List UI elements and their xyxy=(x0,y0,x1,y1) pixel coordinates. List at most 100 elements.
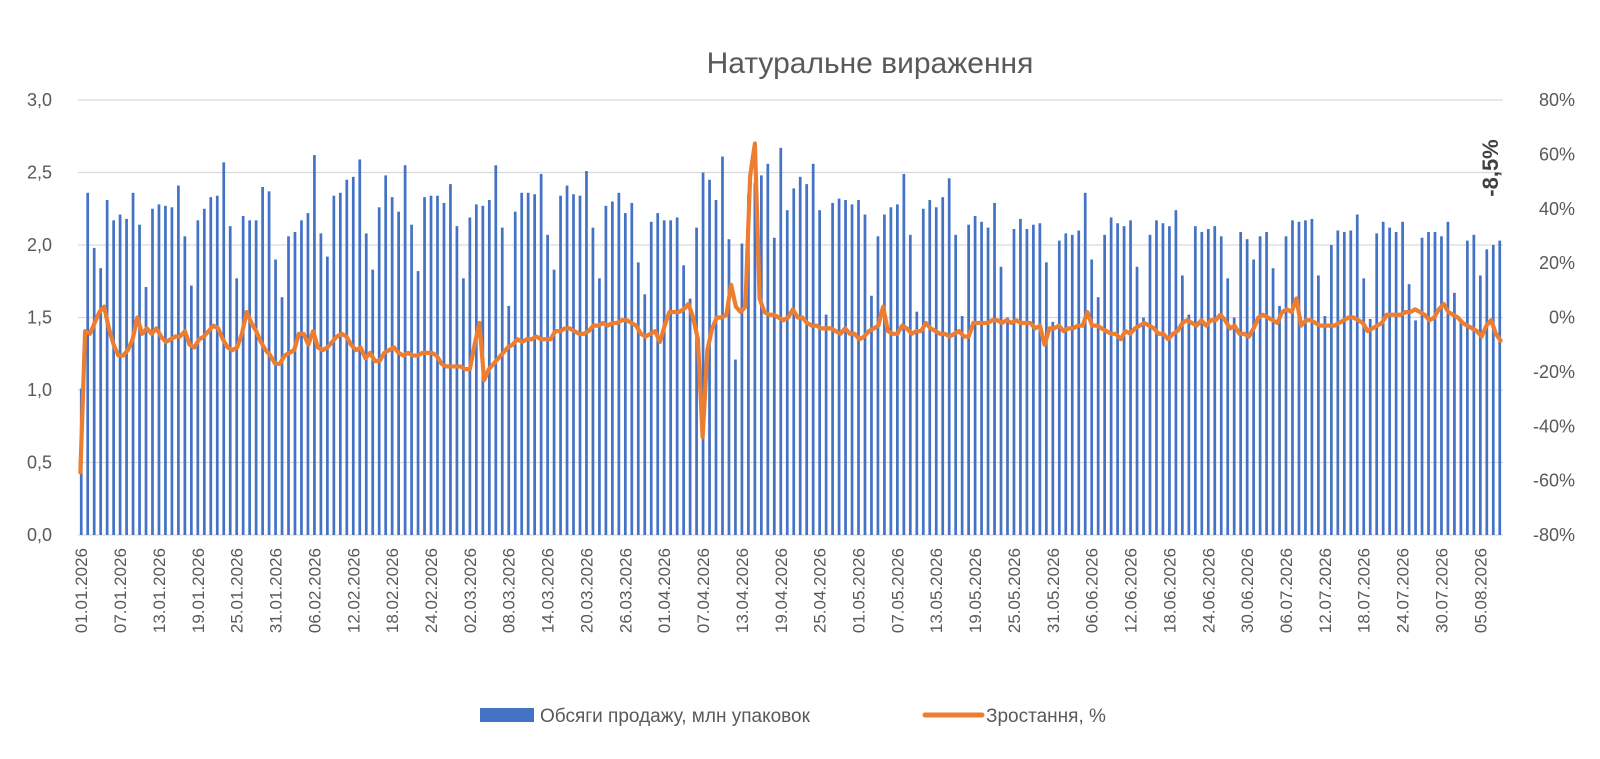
x-tick-label: 24.06.2026 xyxy=(1199,548,1218,633)
x-tick-label: 31.05.2026 xyxy=(1044,548,1063,633)
bar xyxy=(319,233,323,535)
x-tick-label: 26.03.2026 xyxy=(616,548,635,633)
x-tick-label: 08.03.2026 xyxy=(500,548,519,633)
bar xyxy=(1401,221,1404,536)
bar xyxy=(1019,218,1022,535)
x-tick-label: 30.07.2026 xyxy=(1432,548,1451,633)
y-right-tick-label: -60% xyxy=(1533,471,1575,491)
bar xyxy=(896,204,899,535)
bar xyxy=(1044,262,1048,535)
bar xyxy=(636,262,640,535)
bar xyxy=(1032,224,1035,535)
bar xyxy=(364,233,368,535)
bar xyxy=(105,200,109,536)
bar xyxy=(714,200,718,536)
y-left-tick-label: 2,0 xyxy=(27,235,52,255)
bar xyxy=(313,155,316,535)
x-tick-label: 20.03.2026 xyxy=(577,548,596,633)
bar xyxy=(377,207,381,536)
bar xyxy=(1342,231,1346,535)
x-tick-label: 19.04.2026 xyxy=(772,548,791,633)
y-left-tick-label: 3,0 xyxy=(27,90,52,110)
bar xyxy=(1478,275,1482,535)
bar xyxy=(772,237,776,535)
bar xyxy=(1472,234,1476,535)
bar xyxy=(1427,231,1430,535)
bar xyxy=(675,217,679,535)
y-left-tick-label: 0,5 xyxy=(27,453,52,473)
bar xyxy=(1362,278,1366,535)
bar xyxy=(189,285,193,535)
bar xyxy=(1245,239,1249,535)
x-tick-label: 25.05.2026 xyxy=(1005,548,1024,633)
x-tick-label: 01.01.2026 xyxy=(72,548,91,633)
bar xyxy=(1148,234,1152,535)
x-tick-label: 18.06.2026 xyxy=(1160,548,1179,633)
bar xyxy=(740,243,744,536)
bar xyxy=(86,192,90,536)
x-tick-label: 12.02.2026 xyxy=(344,548,363,633)
bar xyxy=(1414,320,1417,535)
bar xyxy=(941,197,945,535)
x-tick-label: 25.01.2026 xyxy=(228,548,247,633)
bar xyxy=(934,207,938,536)
bar xyxy=(708,179,711,535)
bar xyxy=(766,163,770,536)
bar xyxy=(1317,275,1320,535)
bar xyxy=(423,197,426,535)
bar xyxy=(455,226,459,535)
bar xyxy=(1258,236,1262,536)
bar xyxy=(1161,223,1165,535)
bar xyxy=(468,217,472,535)
bar xyxy=(131,192,135,536)
bar xyxy=(1122,226,1126,535)
bar xyxy=(287,236,290,536)
x-tick-label: 05.08.2026 xyxy=(1471,548,1490,633)
bar xyxy=(345,179,349,535)
bar xyxy=(721,156,724,536)
x-tick-label: 13.01.2026 xyxy=(150,548,169,633)
bar xyxy=(598,278,601,535)
bar xyxy=(857,200,860,536)
bar xyxy=(1206,229,1210,536)
x-tick-label: 13.04.2026 xyxy=(733,548,752,633)
bar xyxy=(99,268,103,535)
bar xyxy=(1265,231,1268,535)
bar xyxy=(552,269,556,535)
bar xyxy=(1129,220,1132,535)
bar xyxy=(1284,236,1288,536)
bar xyxy=(144,287,148,535)
growth-line xyxy=(78,141,1503,475)
bar xyxy=(915,311,919,535)
bar xyxy=(390,197,394,535)
legend-swatch-bars xyxy=(480,708,534,722)
chart-title: Натуральне вираження xyxy=(707,47,1034,80)
bar xyxy=(572,194,575,535)
bar xyxy=(300,220,303,535)
x-tick-label: 06.07.2026 xyxy=(1277,548,1296,633)
bar xyxy=(753,182,757,535)
x-tick-label: 12.06.2026 xyxy=(1122,548,1141,633)
bar xyxy=(533,194,537,535)
bar xyxy=(1213,226,1217,535)
bar xyxy=(947,178,951,536)
x-tick-label: 12.07.2026 xyxy=(1316,548,1335,633)
y-right-tick-label: 20% xyxy=(1539,253,1575,273)
bar xyxy=(170,207,174,536)
bar xyxy=(1038,223,1042,535)
x-tick-label: 31.01.2026 xyxy=(267,548,286,633)
bar xyxy=(876,236,880,536)
bar xyxy=(520,192,524,536)
bar xyxy=(157,204,161,535)
bar xyxy=(1466,240,1469,535)
bar xyxy=(222,162,226,535)
bar xyxy=(1090,259,1094,535)
x-tick-label: 01.04.2026 xyxy=(655,548,674,633)
bar xyxy=(850,204,854,535)
bar xyxy=(643,294,647,535)
bar xyxy=(436,195,439,535)
bar xyxy=(1329,245,1333,535)
bar xyxy=(1181,275,1184,535)
x-tick-label: 18.02.2026 xyxy=(383,548,402,633)
